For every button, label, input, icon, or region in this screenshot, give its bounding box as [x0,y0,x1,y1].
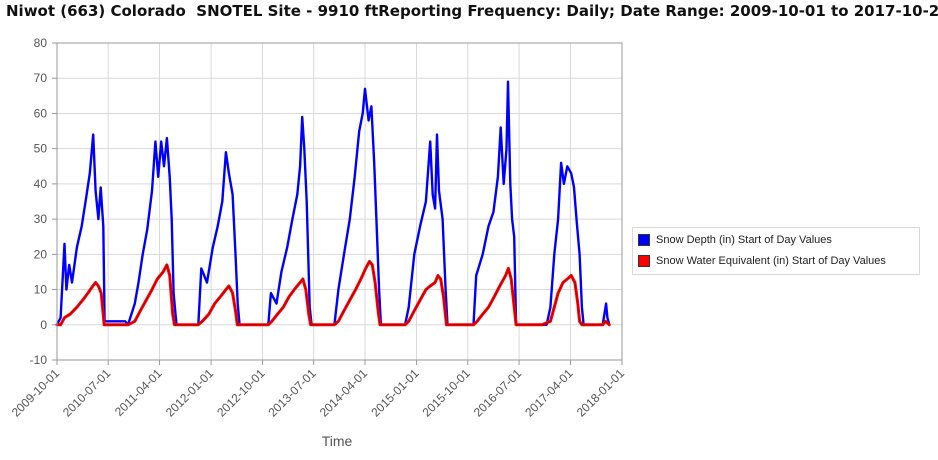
series-outline-swe [57,260,610,326]
y-tick-label: 20 [34,247,48,261]
legend-swatch-swe [638,255,650,267]
x-tick-label: 2018-01-01 [574,366,628,420]
y-tick-label: 30 [34,212,48,226]
x-tick-label: 2013-07-01 [265,366,319,420]
x-axis-title: Time [322,433,353,449]
grid [56,42,623,361]
y-tick-label: -10 [30,353,48,367]
x-tick-label: 2017-04-01 [522,366,576,420]
y-tick-label: 40 [34,177,48,191]
legend-label-swe: Snow Water Equivalent (in) Start of Day … [656,255,886,267]
y-tick-label: 0 [40,318,47,332]
x-tick-label: 2015-01-01 [368,366,422,420]
legend[interactable]: Snow Depth (in) Start of Day Values Snow… [632,227,920,275]
y-tick-label: 10 [34,283,48,297]
y-tick-label: 80 [34,36,48,50]
x-tick-label: 2012-10-01 [214,366,268,420]
plot-frame [56,42,623,361]
chart-title: Niwot (663) Colorado SNOTEL Site - 9910 … [6,2,938,20]
y-tick-label: 60 [34,106,48,120]
legend-item-swe[interactable]: Snow Water Equivalent (in) Start of Day … [638,254,886,268]
x-tick-label: 2010-07-01 [60,366,114,420]
y-tick-label: 70 [34,71,48,85]
x-axis: 2009-10-012010-07-012011-04-012012-01-01… [9,360,628,420]
x-tick-label: 2014-04-01 [317,366,371,420]
legend-swatch-snow-depth [638,234,650,246]
y-tick-label: 50 [34,142,48,156]
x-tick-label: 2016-07-01 [471,366,525,420]
series-line-snow-depth[interactable] [55,80,611,326]
legend-item-snow-depth[interactable]: Snow Depth (in) Start of Day Values [638,233,832,247]
x-tick-label: 2009-10-01 [9,366,63,420]
x-tick-label: 2011-04-01 [112,366,165,419]
x-tick-label: 2015-10-01 [420,366,474,420]
x-tick-label: 2012-01-01 [163,366,217,420]
y-axis: -10 0 10 20 30 40 50 60 70 80 [30,36,57,367]
series-group [55,80,611,327]
legend-label-snow-depth: Snow Depth (in) Start of Day Values [656,234,832,246]
